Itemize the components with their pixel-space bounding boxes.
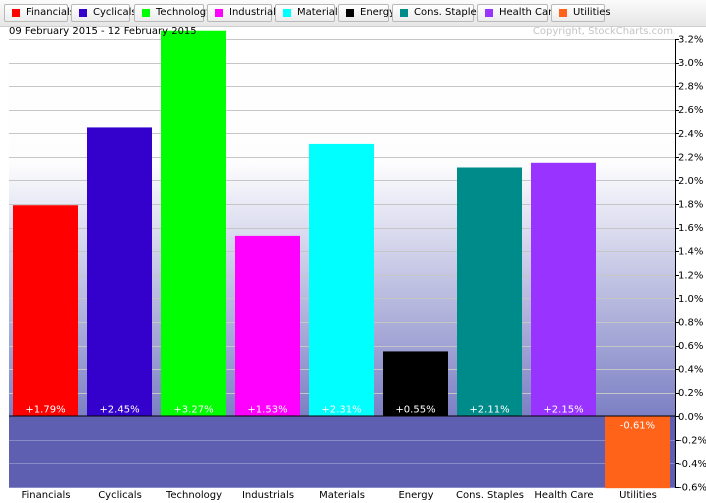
legend-label: Energy xyxy=(360,7,396,18)
x-axis-labels: Financials Cyclicals Technology Industrials… xyxy=(22,490,657,501)
bar-utilities[interactable] xyxy=(605,416,670,489)
legend-label: Utilities xyxy=(573,7,611,18)
bar-value-label: +2.45% xyxy=(99,404,139,415)
bar-technology[interactable] xyxy=(161,30,226,417)
legend-bar: Financials Cyclicals Technology Industrials… xyxy=(0,0,706,27)
y-tick-label: 0.8% xyxy=(678,317,703,328)
y-tick-label: 2.2% xyxy=(678,152,703,163)
bar-value-label: +3.27% xyxy=(173,404,213,415)
x-category-label: Financials xyxy=(22,490,71,501)
x-category-label: Utilities xyxy=(619,490,657,501)
x-category-label: Materials xyxy=(319,490,365,501)
bar-energy[interactable] xyxy=(383,351,448,417)
bar-value-label: +2.31% xyxy=(321,404,361,415)
legend-swatch xyxy=(283,9,291,17)
bar-health-care[interactable] xyxy=(531,162,596,417)
legend-swatch xyxy=(559,9,567,17)
y-tick-label: 1.6% xyxy=(678,223,703,234)
x-category-label: Cons. Staples xyxy=(456,490,524,501)
y-tick-label: 0.2% xyxy=(678,388,703,399)
y-tick-label: 1.8% xyxy=(678,200,703,211)
x-category-label: Energy xyxy=(398,490,433,501)
y-tick-label: 3.0% xyxy=(678,58,703,69)
legend-swatch xyxy=(400,9,408,17)
y-tick-label: 3.2% xyxy=(678,35,703,46)
bar-financials[interactable] xyxy=(13,205,78,417)
legend-item-energy[interactable]: Energy xyxy=(338,4,395,22)
x-category-label: Industrials xyxy=(242,490,294,501)
y-tick-label: 0.6% xyxy=(678,341,703,352)
y-tick-label: -0.4% xyxy=(678,459,706,470)
y-tick-label: 1.2% xyxy=(678,270,703,281)
legend-swatch xyxy=(215,9,223,17)
legend-label: Industrials xyxy=(229,7,282,18)
legend-swatch xyxy=(346,9,354,17)
legend-item-health-care[interactable]: Health Care xyxy=(477,4,558,22)
legend-swatch xyxy=(485,9,493,17)
legend-item-materials[interactable]: Materials xyxy=(275,4,343,22)
legend-item-industrials[interactable]: Industrials xyxy=(207,4,281,22)
legend-swatch xyxy=(79,9,87,17)
bar-cons-staples[interactable] xyxy=(457,167,522,417)
y-tick-label: 2.6% xyxy=(678,105,703,116)
bar-value-label: +2.11% xyxy=(469,404,509,415)
bar-value-label: +1.53% xyxy=(247,404,287,415)
bar-cyclicals[interactable] xyxy=(87,127,152,417)
bar-value-label: -0.61% xyxy=(620,420,655,431)
y-tick-label: 2.8% xyxy=(678,82,703,93)
y-tick-label: 0.0% xyxy=(678,412,703,423)
x-category-label: Cyclicals xyxy=(98,490,142,501)
legend-swatch xyxy=(12,9,20,17)
y-tick-label: 2.4% xyxy=(678,129,703,140)
legend-label: Financials xyxy=(26,7,75,18)
x-category-label: Health Care xyxy=(534,490,593,501)
legend-item-technology[interactable]: Technology xyxy=(134,4,212,22)
x-category-label: Technology xyxy=(165,490,222,501)
bar-value-label: +2.15% xyxy=(543,404,583,415)
legend-item-cons-staples[interactable]: Cons. Staples xyxy=(392,4,482,22)
negative-region xyxy=(9,416,675,487)
legend-label: Technology xyxy=(156,7,213,18)
date-range-label: 09 February 2015 - 12 February 2015 xyxy=(9,26,197,37)
legend-label: Materials xyxy=(297,7,343,18)
y-tick-label: 0.4% xyxy=(678,365,703,376)
legend-item-utilities[interactable]: Utilities xyxy=(551,4,611,22)
y-tick-label: 2.0% xyxy=(678,176,703,187)
legend-item-cyclicals[interactable]: Cyclicals xyxy=(71,4,137,22)
legend-item-financials[interactable]: Financials xyxy=(4,4,75,22)
y-tick-label: 1.4% xyxy=(678,247,703,258)
y-tick-label: 1.0% xyxy=(678,294,703,305)
bars: +1.79% +2.45% +3.27% +1.53% +2.31% +0.55% +2.1… xyxy=(13,30,670,489)
legend-label: Cons. Staples xyxy=(414,7,482,18)
legend-swatch xyxy=(142,9,150,17)
bar-value-label: +1.79% xyxy=(25,404,65,415)
y-axis-ticks: 3.2% 3.0% 2.8% 2.6% 2.4% 2.2% 2.0% 1.8% 1.6% 1.4%… xyxy=(675,35,706,494)
bar-industrials[interactable] xyxy=(235,235,300,417)
bar-materials[interactable] xyxy=(309,143,374,417)
bar-value-label: +0.55% xyxy=(395,404,435,415)
legend-label: Health Care xyxy=(499,7,559,18)
y-tick-label: -0.2% xyxy=(678,435,706,446)
copyright-label: Copyright, StockCharts.com xyxy=(532,26,673,37)
legend-label: Cyclicals xyxy=(93,7,137,18)
y-tick-label: -0.6% xyxy=(678,483,706,494)
